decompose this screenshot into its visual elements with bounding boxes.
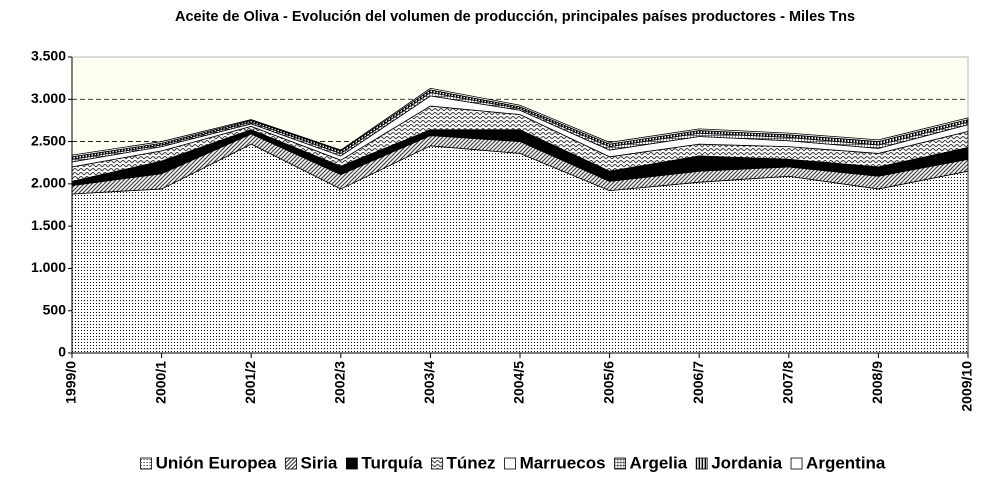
legend-swatch xyxy=(431,457,443,470)
x-tick-label: 2009/10 xyxy=(959,361,975,412)
legend-swatch xyxy=(614,457,626,470)
x-tick-label: 2006/7 xyxy=(690,361,706,404)
y-tick-label: 3.000 xyxy=(31,90,66,106)
y-tick-label: 2.000 xyxy=(31,175,66,191)
y-tick-label: 1.000 xyxy=(31,259,66,275)
chart-title: Aceite de Oliva - Evolución del volumen … xyxy=(174,9,856,25)
y-tick-label: 0 xyxy=(58,344,66,360)
legend-swatch xyxy=(695,457,708,470)
legend-label: Marruecos xyxy=(520,453,606,472)
legend-swatch xyxy=(790,457,803,470)
x-tick-label: 2001/2 xyxy=(242,361,258,404)
x-tick-label: 2000/1 xyxy=(152,361,168,404)
x-tick-label: 2004/5 xyxy=(511,361,527,404)
legend: Unión Europea Siria Turquía Túnez Marruecos A… xyxy=(140,453,886,472)
legend-label: Unión Europea xyxy=(156,453,277,472)
x-tick-label: 2002/3 xyxy=(332,361,348,404)
legend-label: Túnez xyxy=(446,453,495,472)
legend-label: Turquía xyxy=(361,453,423,472)
x-tick-label: 1999/0 xyxy=(63,361,79,404)
x-tick-label: 2003/4 xyxy=(421,361,437,404)
legend-swatch xyxy=(285,457,297,470)
x-tick-label: 2007/8 xyxy=(780,361,796,404)
legend-swatch xyxy=(345,457,358,470)
y-tick-label: 3.500 xyxy=(31,48,66,64)
legend-label: Argelia xyxy=(630,453,688,472)
legend-label: Argentina xyxy=(806,453,886,472)
legend-swatch xyxy=(504,457,516,470)
area xyxy=(71,87,969,158)
y-tick-label: 1.500 xyxy=(31,217,66,233)
y-tick-label: 2.500 xyxy=(31,132,66,148)
legend-label: Siria xyxy=(301,453,338,472)
x-tick-label: 2008/9 xyxy=(869,361,885,404)
x-tick-label: 2005/6 xyxy=(600,361,616,404)
y-tick-label: 500 xyxy=(43,301,67,317)
legend-swatch xyxy=(140,457,153,470)
legend-label: Jordania xyxy=(711,453,782,472)
